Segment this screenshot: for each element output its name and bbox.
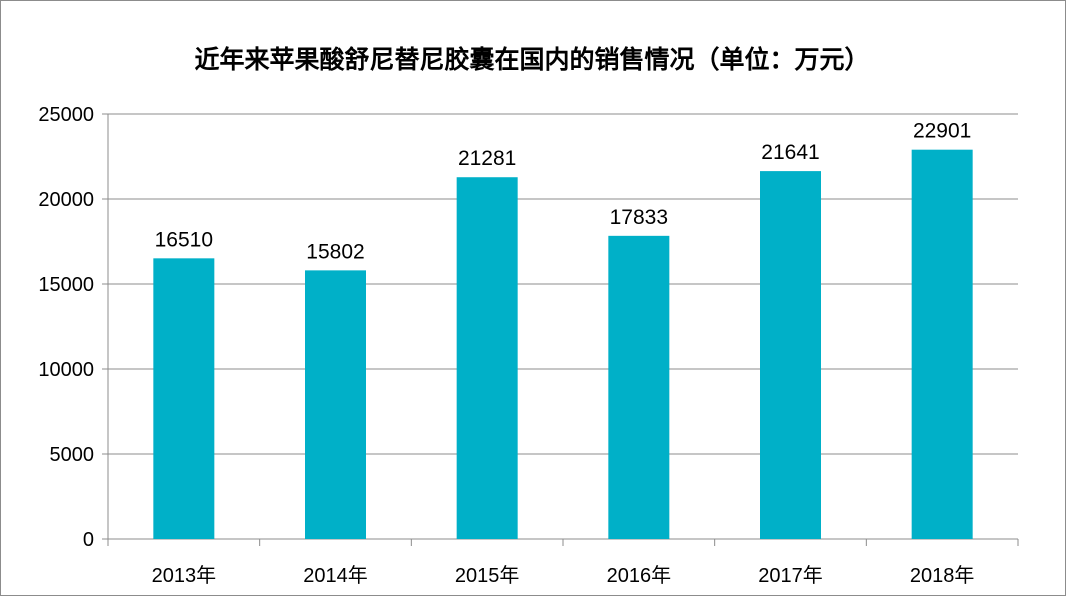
y-tick-label: 0 [83, 529, 94, 551]
x-tick-labels: 2013年 2014年 2015年 2016年 2017年 2018年 [152, 564, 975, 587]
bar [153, 258, 215, 539]
x-tick-label: 2014年 [303, 564, 368, 587]
axes [102, 113, 1019, 546]
y-tick-label: 15000 [38, 274, 94, 296]
bar [305, 270, 366, 539]
y-tick-label: 25000 [38, 104, 94, 126]
gridlines [108, 113, 1018, 455]
bar [911, 149, 973, 540]
data-label: 22901 [913, 120, 971, 143]
data-label: 15802 [306, 240, 364, 263]
data-label: 21641 [761, 141, 819, 164]
chart-title: 近年来苹果酸舒尼替尼胶囊在国内的销售情况（单位：万元） [194, 45, 870, 74]
y-tick-label: 20000 [38, 189, 94, 211]
y-tick-labels: 0 5000 10000 15000 20000 25000 [38, 104, 94, 551]
bar [608, 235, 670, 540]
data-label: 21281 [458, 147, 516, 170]
x-tick-label: 2017年 [758, 564, 823, 587]
data-label: 16510 [155, 228, 213, 251]
x-tick-label: 2018年 [910, 564, 975, 587]
x-tick-label: 2013年 [152, 564, 217, 587]
x-tick-label: 2016年 [607, 564, 672, 587]
bar [760, 171, 821, 539]
bars [153, 149, 973, 540]
data-labels: 16510 15802 21281 17833 21641 22901 [155, 120, 972, 264]
data-label: 17833 [610, 206, 668, 229]
y-tick-label: 10000 [38, 359, 94, 381]
bar [456, 177, 518, 539]
x-tick-label: 2015年 [455, 564, 520, 587]
y-tick-label: 5000 [50, 444, 95, 466]
